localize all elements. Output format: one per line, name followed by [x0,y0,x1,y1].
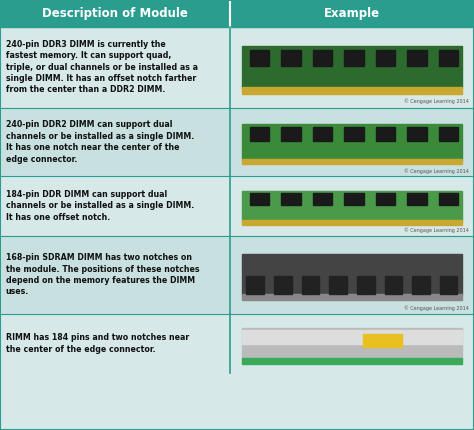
Bar [0,314,474,373]
Text: © Cengage Learning 2014: © Cengage Learning 2014 [404,227,469,233]
Text: 240-pin DDR2 DIMM can support dual
channels or be installed as a single DIMM.
It: 240-pin DDR2 DIMM can support dual chann… [6,120,194,163]
Bar [250,50,269,66]
Bar [376,127,395,141]
Bar [439,127,458,141]
Bar [345,50,364,66]
Bar [408,127,427,141]
Bar [345,194,364,205]
Text: Example: Example [324,7,380,20]
Bar [242,255,462,295]
Bar [439,50,458,66]
Bar [242,124,462,160]
Bar [345,127,364,141]
Bar [329,276,347,294]
Bar [0,236,474,314]
Bar [0,176,474,236]
Bar [246,276,264,294]
Bar [302,276,319,294]
Bar [440,276,457,294]
Bar [376,194,395,205]
Bar [0,27,474,108]
Text: Description of Module: Description of Module [42,7,188,20]
Bar [313,194,332,205]
Bar [274,276,292,294]
Bar [376,50,395,66]
Bar [357,276,374,294]
Bar [439,194,458,205]
Text: © Cengage Learning 2014: © Cengage Learning 2014 [404,305,469,311]
Text: 168-pin SDRAM DIMM has two notches on
the module. The positions of these notches: 168-pin SDRAM DIMM has two notches on th… [6,253,199,296]
Bar [242,46,462,88]
Bar [0,0,474,27]
Bar [250,127,269,141]
Text: 240-pin DDR3 DIMM is currently the
fastest memory. It can support quad,
triple, : 240-pin DDR3 DIMM is currently the faste… [6,40,198,95]
Bar [282,50,301,66]
Bar [363,334,402,347]
Bar [408,194,427,205]
Bar [250,194,269,205]
Bar [282,127,301,141]
Bar [242,330,462,344]
Bar [242,190,462,221]
Bar [242,358,462,364]
Text: 184-pin DDR DIMM can support dual
channels or be installed as a single DIMM.
It : 184-pin DDR DIMM can support dual channe… [6,190,194,222]
Bar [408,50,427,66]
Bar [282,194,301,205]
Bar [313,50,332,66]
Text: © Cengage Learning 2014: © Cengage Learning 2014 [404,98,469,104]
Bar [384,276,402,294]
Bar [412,276,430,294]
Text: © Cengage Learning 2014: © Cengage Learning 2014 [404,168,469,174]
Bar [242,328,462,359]
Bar [313,127,332,141]
Bar [242,294,462,301]
Bar [242,221,462,225]
Bar [242,87,462,94]
Bar [242,159,462,164]
Text: RIMM has 184 pins and two notches near
the center of the edge connector.: RIMM has 184 pins and two notches near t… [6,333,189,354]
Bar [0,108,474,176]
